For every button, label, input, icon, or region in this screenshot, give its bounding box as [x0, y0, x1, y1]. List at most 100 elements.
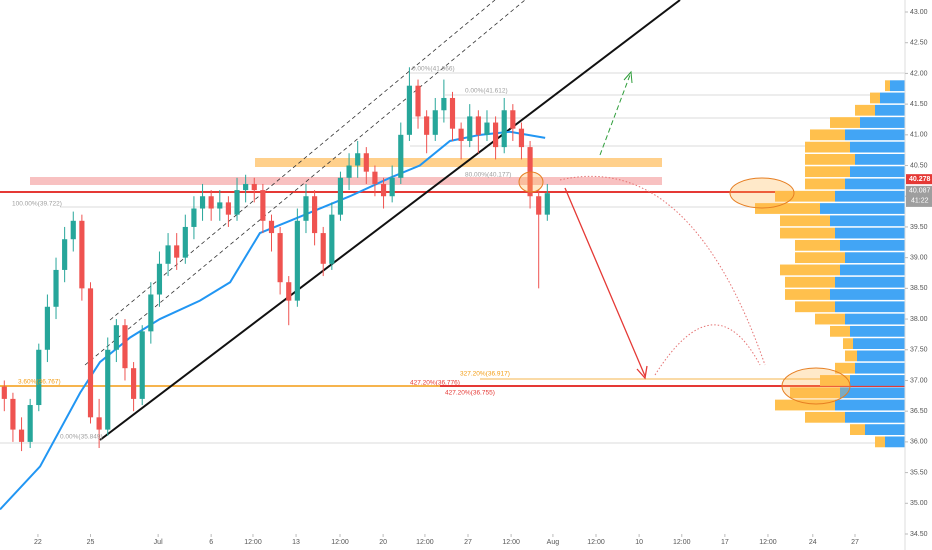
- profile-bar: [835, 362, 855, 374]
- y-tick-label: 39.50: [910, 224, 928, 231]
- y-tick-label: 37.50: [910, 347, 928, 354]
- candle-body: [501, 110, 507, 148]
- candle-body: [432, 110, 438, 135]
- candle-body: [518, 128, 525, 148]
- fib-label: 327.20%(36.917): [460, 371, 510, 378]
- profile-bar: [795, 252, 845, 264]
- candle-body: [36, 349, 42, 406]
- fib-label: 0.00%(41.612): [465, 88, 508, 95]
- profile-bar: [815, 313, 845, 325]
- candle-body: [363, 153, 369, 172]
- y-tick-label: 37.00: [910, 377, 928, 384]
- candle-body: [441, 97, 447, 111]
- candle-body: [389, 177, 395, 197]
- profile-bar: [780, 264, 840, 276]
- y-tick-label: 41.50: [910, 101, 928, 108]
- candle-body: [131, 368, 137, 399]
- x-tick-label: 22: [34, 539, 42, 546]
- profile-bar: [855, 153, 905, 165]
- axes: 43.0042.5042.0041.5041.0040.5040.0039.50…: [34, 0, 932, 550]
- candle-body: [510, 110, 516, 129]
- profile-bar: [830, 289, 905, 300]
- support-zone: [30, 177, 662, 185]
- profile-bar: [755, 203, 820, 214]
- profile-bar: [835, 227, 905, 239]
- moving-average-line: [0, 130, 546, 511]
- candle-body: [182, 226, 188, 258]
- candle-body: [62, 239, 68, 270]
- candle-body: [251, 183, 257, 191]
- candle-body: [398, 134, 404, 178]
- candle-body: [277, 233, 283, 283]
- profile-bar: [843, 338, 853, 350]
- price-label-box: [906, 174, 932, 185]
- profile-bar: [835, 301, 905, 313]
- profile-bar: [830, 325, 850, 337]
- price-axis: [905, 0, 932, 550]
- profile-bar: [805, 178, 845, 190]
- x-tick-label: Aug: [547, 539, 560, 546]
- price-label: 40.278: [909, 176, 931, 183]
- profile-bar: [805, 153, 855, 165]
- profile-bar: [795, 239, 840, 251]
- profile-bar: [853, 338, 905, 350]
- profile-bar: [850, 325, 905, 337]
- x-tick-label: 12:00: [587, 539, 605, 546]
- x-tick-label: 27: [851, 539, 859, 546]
- profile-bar: [875, 104, 905, 116]
- profile-bar: [855, 104, 875, 116]
- candle-body: [217, 202, 223, 209]
- profile-bar: [845, 350, 857, 362]
- profile-bar: [850, 166, 905, 178]
- profile-bar: [850, 424, 865, 435]
- profile-bar: [830, 215, 905, 227]
- candle-body: [320, 233, 326, 264]
- candle-body: [148, 294, 154, 332]
- candle-body: [458, 128, 464, 141]
- candle-body: [139, 331, 145, 399]
- candle-body: [372, 171, 378, 184]
- profile-bar: [840, 264, 905, 276]
- x-tick-label: 12:00: [759, 539, 777, 546]
- fib-label: 80.00%(40.177): [465, 172, 511, 179]
- last-price: 40.087: [909, 188, 931, 195]
- fib-label: 427.20%(36.755): [445, 390, 495, 397]
- y-tick-label: 40.50: [910, 162, 928, 169]
- candle-body: [113, 325, 119, 350]
- x-tick-label: 12:00: [673, 539, 691, 546]
- candle-body: [475, 116, 481, 135]
- x-tick-label: 25: [87, 539, 95, 546]
- bear-arrow-head: [636, 365, 648, 380]
- profile-bar: [775, 399, 835, 411]
- y-tick-label: 42.00: [910, 70, 928, 77]
- y-tick-label: 35.50: [910, 469, 928, 476]
- profile-bar: [840, 239, 905, 251]
- profile-bar: [845, 313, 905, 325]
- profile-bar: [855, 362, 905, 374]
- y-tick-label: 39.00: [910, 254, 928, 261]
- candle-body: [406, 85, 412, 135]
- y-tick-label: 42.50: [910, 40, 928, 47]
- x-tick-label: 12:00: [502, 539, 520, 546]
- candle-body: [53, 269, 59, 307]
- candle-body: [268, 220, 275, 234]
- candle-body: [156, 263, 163, 295]
- x-tick-label: 6: [209, 539, 213, 546]
- candle-body: [165, 245, 171, 264]
- fib-label: 0.00%(35.849): [60, 434, 103, 441]
- profile-bar: [780, 227, 835, 239]
- candle-body: [191, 208, 197, 227]
- countdown: 41:22: [911, 198, 929, 205]
- candle-body: [105, 349, 111, 430]
- candle-body: [380, 183, 387, 197]
- profile-bar: [785, 289, 830, 300]
- candle-body: [199, 196, 206, 209]
- candle-body: [536, 196, 542, 215]
- candle-body: [18, 429, 25, 442]
- profile-bar: [840, 387, 905, 399]
- y-tick-label: 35.00: [910, 500, 928, 507]
- drawings: [0, 0, 905, 444]
- profile-bar: [890, 80, 905, 92]
- path-projection: [654, 324, 761, 376]
- candle-body: [1, 386, 7, 399]
